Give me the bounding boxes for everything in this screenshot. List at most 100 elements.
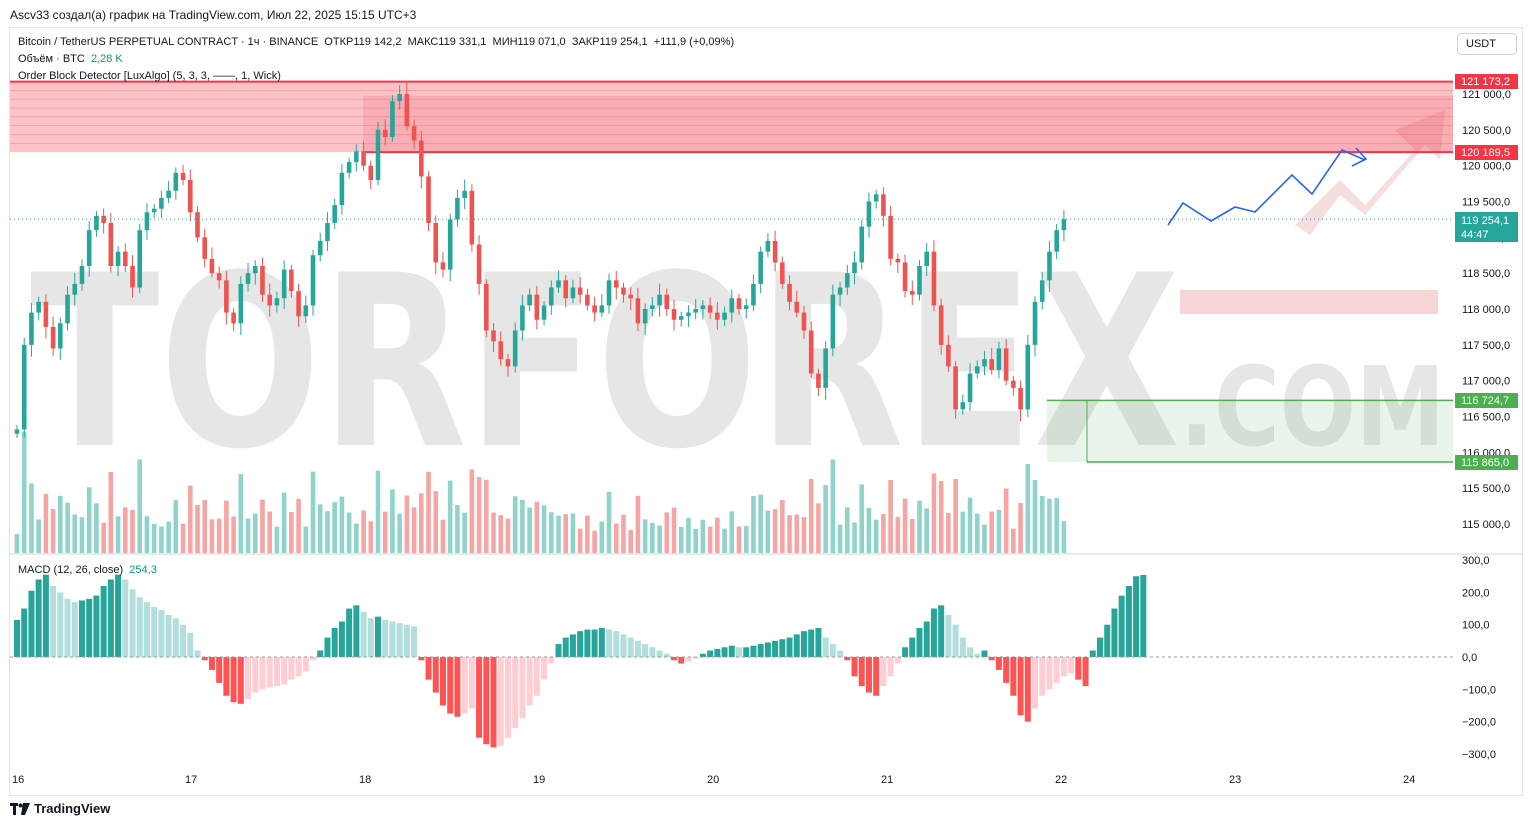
volume-bar bbox=[202, 500, 208, 553]
candle-body bbox=[960, 402, 966, 410]
tradingview-footer[interactable]: TradingView bbox=[10, 801, 110, 816]
svg-text:120 189,5: 120 189,5 bbox=[1461, 147, 1510, 159]
candle-body bbox=[801, 312, 807, 331]
macd-bar bbox=[461, 657, 468, 714]
volume-bar bbox=[325, 511, 330, 553]
volume-bar bbox=[996, 510, 1002, 553]
macd-bar bbox=[353, 605, 360, 657]
volume-bar bbox=[787, 515, 792, 553]
volume-bar bbox=[382, 511, 388, 553]
candle-body bbox=[888, 215, 893, 259]
macd-bar bbox=[28, 590, 35, 657]
indicator-name: Order Block Detector [LuxAlgo] (5, 3, 3,… bbox=[18, 70, 281, 82]
candle-body bbox=[36, 301, 41, 313]
volume-bar bbox=[289, 512, 294, 553]
candle-body bbox=[650, 305, 655, 309]
volume-bar bbox=[859, 484, 865, 553]
macd-bar bbox=[1075, 657, 1082, 680]
volume-bar bbox=[123, 507, 128, 553]
candlesticks bbox=[14, 82, 1067, 438]
candle-body bbox=[267, 294, 272, 306]
volume-bar bbox=[715, 517, 720, 553]
candle-body bbox=[780, 262, 785, 284]
macd-legend[interactable]: MACD (12, 26, close) 254,3 bbox=[18, 564, 157, 576]
volume-bar bbox=[585, 515, 590, 553]
volume-bar bbox=[43, 493, 49, 553]
candle-body bbox=[895, 258, 901, 263]
macd-bar bbox=[649, 647, 656, 657]
macd-bar bbox=[577, 631, 584, 657]
candle-body bbox=[252, 266, 258, 274]
candle-body bbox=[245, 273, 251, 284]
volume-bar bbox=[58, 495, 63, 553]
macd-bar bbox=[346, 608, 353, 657]
volume-bar bbox=[79, 517, 85, 553]
volume-bar bbox=[888, 480, 893, 553]
candle-body bbox=[967, 373, 973, 403]
candle-body bbox=[931, 251, 937, 306]
macd-bar bbox=[988, 657, 995, 661]
volume-value: 2,28 K bbox=[90, 53, 123, 65]
time-tick-label: 22 bbox=[1055, 774, 1067, 786]
macd-bar bbox=[678, 657, 685, 664]
macd-bar bbox=[808, 629, 815, 657]
macd-bar bbox=[237, 657, 244, 704]
macd-bar bbox=[974, 653, 981, 657]
volume-bar bbox=[484, 479, 489, 553]
candle-body bbox=[642, 309, 648, 324]
svg-text:115 865,0: 115 865,0 bbox=[1461, 457, 1509, 469]
time-tick-label: 18 bbox=[359, 774, 371, 786]
volume-bar bbox=[346, 512, 352, 553]
currency-button[interactable]: USDT bbox=[1457, 33, 1517, 55]
volume-bar bbox=[686, 517, 691, 553]
candle-body bbox=[823, 348, 828, 388]
candle-body bbox=[346, 162, 352, 173]
macd-bar bbox=[533, 657, 540, 696]
volume-legend[interactable]: Объём · BTC 2,28 K bbox=[18, 53, 123, 65]
macd-bar bbox=[21, 608, 28, 657]
volume-bar bbox=[303, 526, 309, 553]
macd-histogram bbox=[14, 574, 1147, 748]
candle-body bbox=[281, 269, 287, 299]
macd-bar bbox=[584, 629, 591, 657]
candle-body bbox=[715, 312, 720, 320]
price-tick-label: 115 000,0 bbox=[1462, 519, 1510, 531]
candle-body bbox=[527, 294, 532, 306]
macd-bar bbox=[115, 574, 122, 657]
volume-bar bbox=[209, 519, 215, 553]
candle-body bbox=[476, 244, 482, 284]
candle-body bbox=[743, 305, 749, 309]
symbol-legend[interactable]: Bitcoin / TetherUS PERPETUAL CONTRACT · … bbox=[18, 36, 734, 48]
volume-bar bbox=[606, 491, 612, 553]
candle-body bbox=[173, 172, 179, 191]
watermark: TORFOREX .COM bbox=[30, 110, 1445, 502]
candle-body bbox=[86, 230, 92, 266]
indicator-legend[interactable]: Order Block Detector [LuxAlgo] (5, 3, 3,… bbox=[18, 70, 281, 82]
candle-body bbox=[917, 266, 922, 295]
candle-body bbox=[411, 126, 417, 141]
candle-body bbox=[520, 305, 525, 331]
macd-bar bbox=[945, 615, 952, 657]
macd-bar bbox=[317, 650, 324, 657]
volume-bar bbox=[707, 526, 713, 553]
macd-axis[interactable]: 300,0 200,0 100,0 0,0 −100,0 −200,0 −300,0 bbox=[1462, 555, 1496, 761]
candle-body bbox=[866, 201, 872, 227]
candle-body bbox=[404, 94, 410, 127]
candle-body bbox=[14, 429, 20, 434]
price-tick-label: 118 000,0 bbox=[1462, 304, 1510, 316]
candle-body bbox=[101, 215, 106, 223]
candle-body bbox=[469, 190, 475, 245]
volume-bar bbox=[816, 503, 821, 553]
macd-bar bbox=[245, 657, 252, 699]
macd-bar bbox=[367, 618, 374, 657]
candle-body bbox=[195, 212, 200, 238]
macd-bar bbox=[627, 637, 634, 657]
svg-text:116 724,7: 116 724,7 bbox=[1461, 395, 1509, 407]
candle-body bbox=[274, 298, 280, 306]
candle-body bbox=[577, 287, 583, 295]
price-tick-label: 120 500,0 bbox=[1462, 125, 1511, 137]
macd-bar bbox=[78, 600, 85, 657]
time-axis[interactable]: 16 17 18 19 20 21 22 23 24 bbox=[12, 774, 1415, 786]
candle-body bbox=[628, 294, 633, 299]
